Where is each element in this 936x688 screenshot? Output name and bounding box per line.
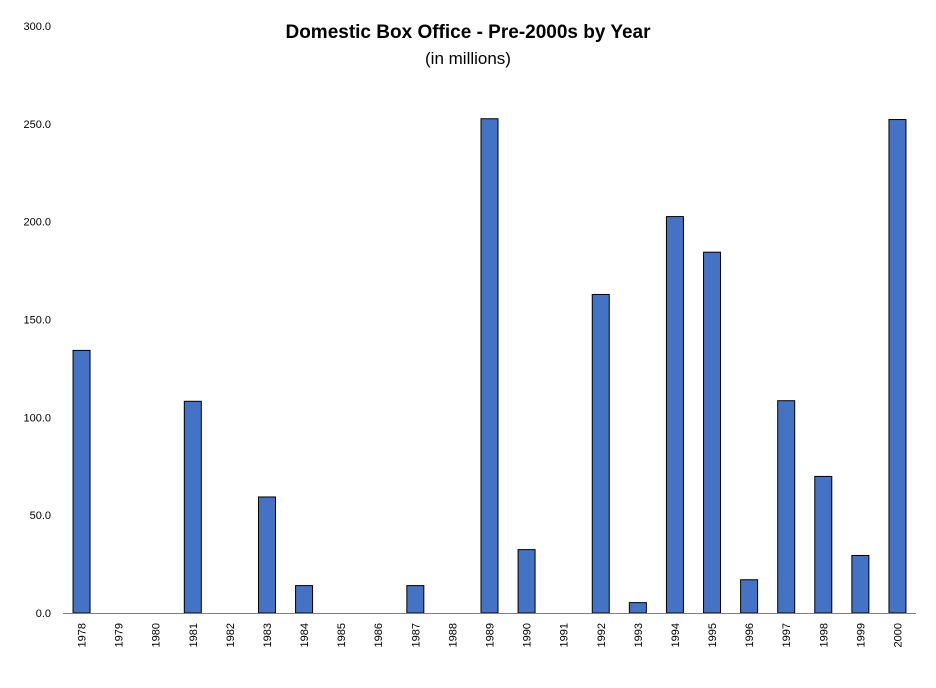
bar-1981	[183, 400, 202, 614]
bar-1995	[703, 251, 722, 614]
bar-1983	[257, 496, 276, 614]
x-tick-label: 1998	[818, 623, 830, 647]
bar-1998	[814, 475, 833, 614]
y-tick-label: 250.0	[23, 119, 51, 131]
chart-title: Domestic Box Office - Pre-2000s by Year	[285, 22, 651, 43]
bar-1992	[591, 293, 610, 614]
x-tick-label: 1985	[336, 623, 348, 647]
x-tick-label: 1980	[151, 623, 163, 647]
bars	[72, 118, 907, 614]
y-tick-label: 0.0	[36, 608, 51, 620]
x-tick-label: 1992	[596, 623, 608, 647]
bar-2000	[888, 119, 907, 614]
bar-1984	[295, 585, 314, 614]
bar-1996	[740, 579, 759, 614]
x-tick-label: 1981	[188, 623, 200, 647]
x-tick-label: 1989	[485, 623, 497, 647]
x-tick-label: 1994	[670, 623, 682, 647]
x-tick-label: 1997	[781, 623, 793, 647]
bar-1990	[517, 549, 536, 614]
y-tick-label: 200.0	[23, 217, 51, 229]
y-axis: 0.0 50.0 100.0 150.0 200.0 250.0 300.0	[23, 21, 51, 620]
y-tick-label: 100.0	[23, 412, 51, 424]
x-tick-label: 1990	[522, 623, 534, 647]
x-tick-label: 1988	[447, 623, 459, 647]
bar-1993	[628, 602, 647, 614]
x-tick-label: 1979	[114, 623, 126, 647]
bar-1994	[665, 216, 684, 614]
x-tick-label: 1993	[633, 623, 645, 647]
x-tick-label: 1986	[373, 623, 385, 647]
bar-1978	[72, 349, 91, 614]
y-tick-label: 300.0	[23, 21, 51, 33]
chart-subtitle: (in millions)	[425, 49, 511, 68]
x-tick-label: 1999	[855, 623, 867, 647]
x-tick-label: 1984	[299, 623, 311, 647]
y-tick-label: 150.0	[23, 315, 51, 327]
x-tick-label: 1983	[262, 623, 274, 647]
x-tick-label: 2000	[892, 623, 904, 647]
x-tick-label: 1978	[77, 623, 89, 647]
x-tick-label: 1982	[225, 623, 237, 647]
y-tick-label: 50.0	[30, 510, 51, 522]
x-tick-label: 1991	[559, 623, 571, 647]
x-axis: 1978 1979 1980 1981 1982 1983 1984 1985 1986 1987…	[77, 623, 905, 647]
x-tick-label: 1995	[707, 623, 719, 647]
bar-1999	[851, 554, 870, 614]
bar-1997	[777, 400, 796, 614]
x-tick-label: 1996	[744, 623, 756, 647]
x-tick-label: 1987	[410, 623, 422, 647]
bar-1989	[480, 118, 499, 614]
bar-1987	[406, 585, 425, 614]
